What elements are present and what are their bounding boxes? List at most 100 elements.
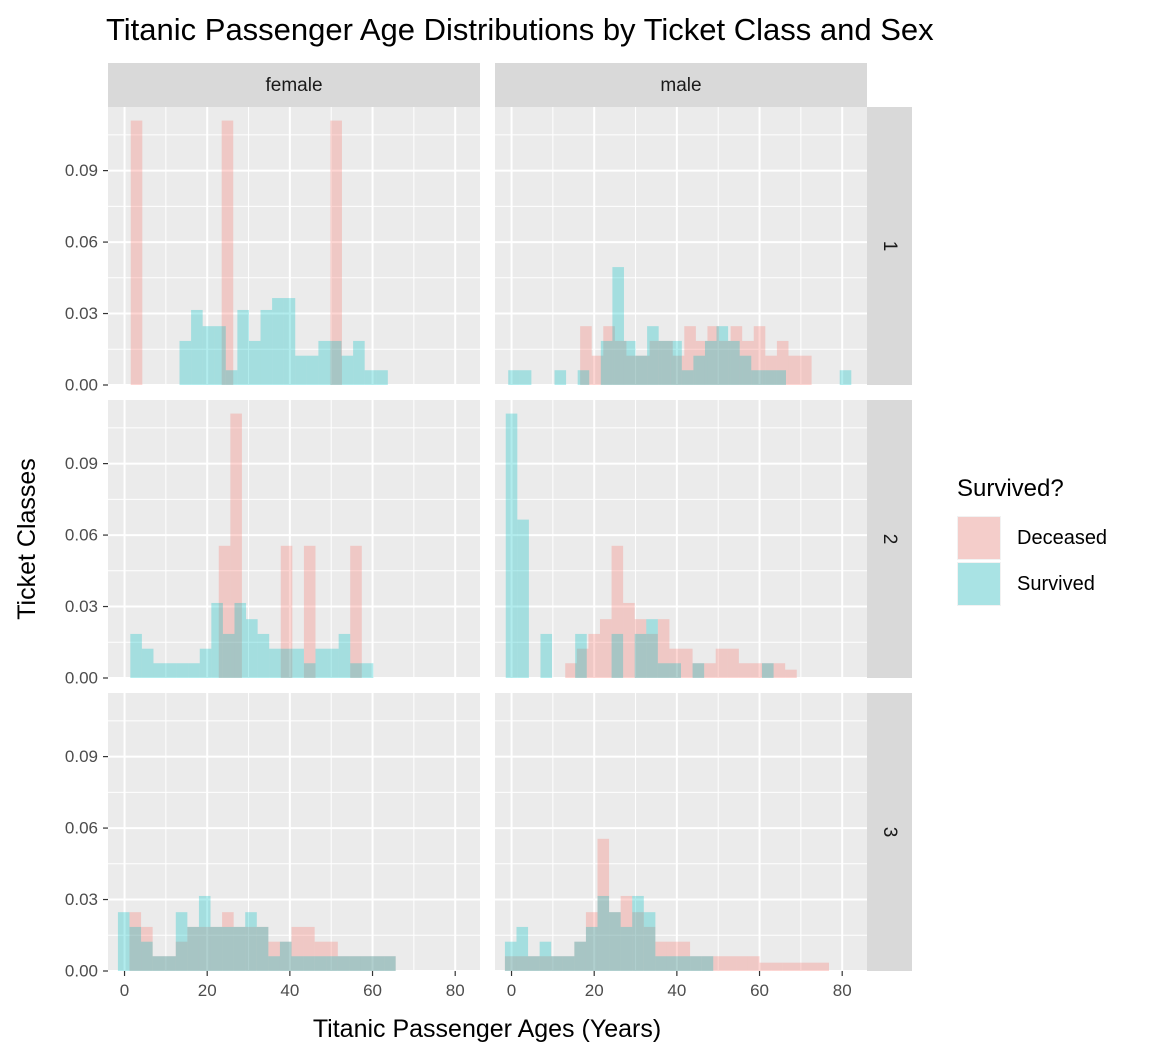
- histogram-bar-deceased: [350, 545, 362, 678]
- histogram-bar-deceased: [759, 962, 772, 971]
- y-axes: 0.00 0.03 0.06 0.09 0.00 0.03 0.06 0.09 0.00 0.03…: [65, 161, 108, 981]
- histogram-bar-survived: [600, 340, 613, 385]
- histogram-bar-survived: [646, 619, 658, 678]
- histogram-bar-survived: [292, 648, 304, 678]
- histogram-bar-survived: [839, 370, 852, 385]
- histogram-bar-survived: [291, 956, 304, 971]
- x-tick-label: 40: [280, 981, 299, 1000]
- histogram-bar-deceased: [152, 956, 165, 971]
- histogram-bar-deceased: [164, 956, 176, 971]
- histogram-bar-deceased: [599, 619, 612, 678]
- histogram-bar-deceased: [632, 912, 644, 971]
- strip-row-2-bg: [867, 400, 912, 678]
- histogram-bar-deceased: [643, 926, 656, 971]
- histogram-bar-deceased: [539, 956, 552, 971]
- histogram-bar-deceased: [303, 926, 315, 971]
- histogram-bar-deceased: [785, 669, 797, 678]
- histogram-bar-survived: [245, 912, 257, 971]
- histogram-bar-survived: [666, 956, 679, 971]
- histogram-bar-survived: [562, 956, 575, 971]
- panel-male-1: [495, 107, 867, 386]
- histogram-bar-deceased: [551, 956, 563, 971]
- histogram-bar-deceased: [256, 926, 269, 971]
- histogram-bar-survived: [234, 602, 247, 678]
- histogram-bar-deceased: [646, 633, 658, 678]
- histogram-bar-deceased: [585, 912, 598, 971]
- histogram-bar-deceased: [738, 663, 751, 678]
- histogram-bar-survived: [585, 926, 598, 971]
- histogram-bar-survived: [165, 663, 177, 678]
- histogram-bar-deceased: [626, 355, 639, 385]
- strip-label-row-1: 1: [879, 241, 900, 252]
- histogram-bar-survived: [268, 956, 280, 971]
- histogram-bar-survived: [678, 956, 691, 971]
- histogram-bar-survived: [751, 370, 763, 385]
- histogram-bar-deceased: [805, 962, 818, 971]
- histogram-bar-deceased: [504, 956, 517, 971]
- histogram-bar-survived: [129, 926, 142, 971]
- histogram-bar-survived: [647, 326, 659, 385]
- legend: Survived? Deceased Survived: [957, 475, 1107, 606]
- histogram-bar-survived: [575, 633, 587, 678]
- histogram-bar-survived: [256, 926, 269, 971]
- legend-swatch-survived: [958, 563, 1000, 605]
- panel-background: [495, 107, 867, 385]
- legend-label-survived: Survived: [1017, 573, 1095, 595]
- histogram-bar-survived: [130, 633, 142, 678]
- histogram-bar-survived: [739, 355, 752, 385]
- histogram-bar-survived: [211, 602, 223, 678]
- histogram-bar-survived: [577, 370, 590, 385]
- chart-title: Titanic Passenger Age Distributions by T…: [106, 12, 934, 47]
- y-tick-label: 0.00: [65, 669, 98, 688]
- histogram-bar-survived: [326, 956, 338, 971]
- histogram-bar-deceased: [719, 340, 731, 385]
- panel-background: [495, 400, 867, 678]
- histogram-bar-survived: [623, 340, 636, 385]
- histogram-bar-deceased: [704, 663, 716, 678]
- histogram-bar-survived: [657, 663, 670, 678]
- histogram-bar-survived: [540, 633, 553, 678]
- histogram-bar-survived: [153, 663, 166, 678]
- histogram-bar-survived: [539, 941, 552, 971]
- histogram-bar-deceased: [800, 355, 812, 385]
- histogram-bar-deceased: [753, 326, 766, 385]
- histogram-bar-deceased: [692, 663, 705, 678]
- histogram-bar-survived: [306, 355, 319, 385]
- histogram-bar-survived: [376, 370, 388, 385]
- histogram-bar-survived: [329, 340, 342, 385]
- row-strips: 1 2 3: [867, 107, 912, 971]
- histogram-bar-survived: [762, 370, 775, 385]
- histogram-bar-deceased: [280, 545, 293, 678]
- histogram-bar-deceased: [750, 663, 763, 678]
- legend-title: Survived?: [957, 475, 1064, 502]
- histogram-bar-survived: [612, 267, 624, 385]
- histogram-bar-survived: [295, 355, 307, 385]
- x-tick-label: 40: [667, 981, 686, 1000]
- histogram-bar-deceased: [715, 648, 728, 678]
- histogram-bar-survived: [384, 956, 396, 971]
- histogram-bar-survived: [634, 633, 647, 678]
- histogram-bar-deceased: [268, 941, 280, 971]
- panel-female-3: [108, 693, 480, 972]
- y-tick-label: 0.09: [65, 454, 98, 473]
- histogram-bar-deceased: [360, 956, 373, 971]
- histogram-bar-survived: [360, 956, 373, 971]
- histogram-bar-survived: [279, 941, 292, 971]
- histogram-bar-deceased: [690, 956, 702, 971]
- histogram-bar-deceased: [788, 355, 801, 385]
- histogram-bar-survived: [528, 956, 540, 971]
- histogram-bar-survived: [643, 912, 656, 971]
- legend-key-bg: [957, 516, 1001, 560]
- panel-background: [108, 107, 480, 385]
- histogram-bar-survived: [175, 912, 188, 971]
- histogram-bar-survived: [635, 355, 648, 385]
- histogram-bar-deceased: [661, 340, 673, 385]
- histogram-bar-deceased: [591, 355, 604, 385]
- histogram-bar-deceased: [588, 633, 600, 678]
- histogram-bar-survived: [693, 355, 705, 385]
- histogram-bar-survived: [337, 956, 350, 971]
- histogram-bar-deceased: [279, 941, 292, 971]
- histogram-bar-deceased: [681, 648, 693, 678]
- histogram-bar-survived: [338, 633, 351, 678]
